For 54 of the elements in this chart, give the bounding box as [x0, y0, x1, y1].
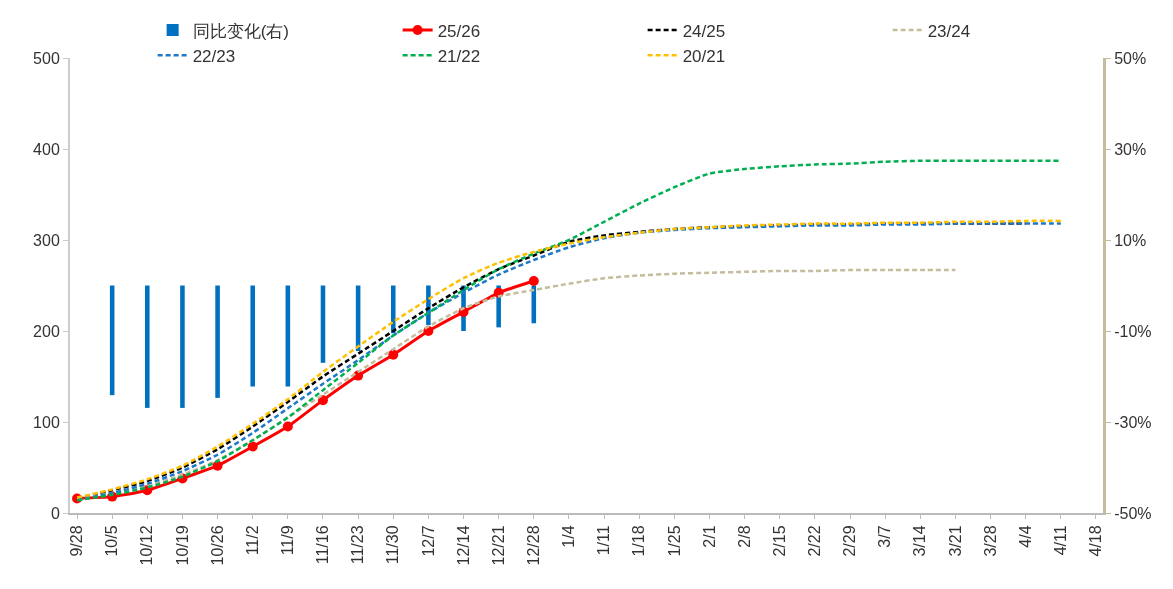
x-tick-label: 11/2	[243, 525, 261, 556]
y-tick-label: 500	[33, 49, 60, 67]
y2-tick-label: 10%	[1114, 231, 1147, 249]
x-tick-label: 4/11	[1052, 525, 1070, 556]
y2-tick-label: 30%	[1114, 140, 1147, 158]
x-tick-label: 1/4	[560, 525, 578, 548]
legend-label: 24/25	[682, 21, 726, 41]
y2-tick-label: -10%	[1114, 322, 1152, 340]
x-tick-label: 3/28	[981, 525, 999, 557]
point	[388, 349, 399, 360]
x-tick-label: 10/12	[138, 525, 156, 566]
x-tick-label: 2/8	[735, 525, 753, 548]
point	[282, 421, 293, 432]
x-tick-label: 12/21	[489, 525, 507, 566]
x-tick-label: 9/28	[68, 525, 86, 557]
y-tick-label: 200	[33, 322, 60, 340]
legend-label: 25/26	[437, 21, 481, 41]
y2-tick-label: -50%	[1114, 504, 1152, 522]
x-tick-label: 1/18	[630, 525, 648, 557]
y2-tick-label: -30%	[1114, 413, 1152, 431]
x-tick-label: 12/7	[419, 525, 437, 557]
x-tick-label: 11/30	[384, 525, 402, 565]
legend-label: 23/24	[927, 21, 971, 41]
x-tick-label: 10/19	[173, 525, 191, 566]
x-tick-label: 10/26	[208, 525, 226, 566]
x-tick-label: 2/1	[700, 525, 718, 548]
y-tick-label: 0	[50, 504, 60, 522]
x-tick-label: 11/9	[279, 525, 297, 556]
x-tick-label: 11/16	[314, 525, 332, 565]
x-tick-label: 2/15	[770, 525, 788, 557]
x-tick-label: 3/21	[946, 525, 964, 557]
point	[247, 441, 258, 452]
x-tick-label: 3/7	[876, 525, 894, 548]
y2-tick-label: 50%	[1114, 49, 1147, 67]
x-tick-label: 4/18	[1087, 525, 1105, 557]
y-tick-label: 100	[33, 413, 60, 431]
x-tick-label: 4/4	[1016, 525, 1034, 548]
point	[528, 275, 539, 286]
legend-label: 同比变化(右)	[192, 21, 289, 41]
x-tick-label: 1/11	[595, 525, 613, 556]
legend-label: 21/22	[437, 46, 481, 66]
y-tick-label: 400	[33, 140, 60, 158]
legend-label: 22/23	[192, 46, 236, 66]
x-tick-label: 10/5	[103, 525, 121, 557]
x-tick-label: 12/14	[454, 525, 472, 566]
x-tick-label: 2/29	[841, 525, 859, 557]
x-tick-label: 1/25	[665, 525, 683, 557]
y-tick-label: 300	[33, 231, 60, 249]
legend-label: 20/21	[682, 46, 726, 66]
x-tick-label: 2/22	[806, 525, 824, 557]
point	[317, 395, 328, 406]
x-tick-label: 11/23	[349, 525, 367, 565]
x-tick-label: 12/28	[525, 525, 542, 566]
x-tick-label: 3/14	[911, 525, 929, 557]
